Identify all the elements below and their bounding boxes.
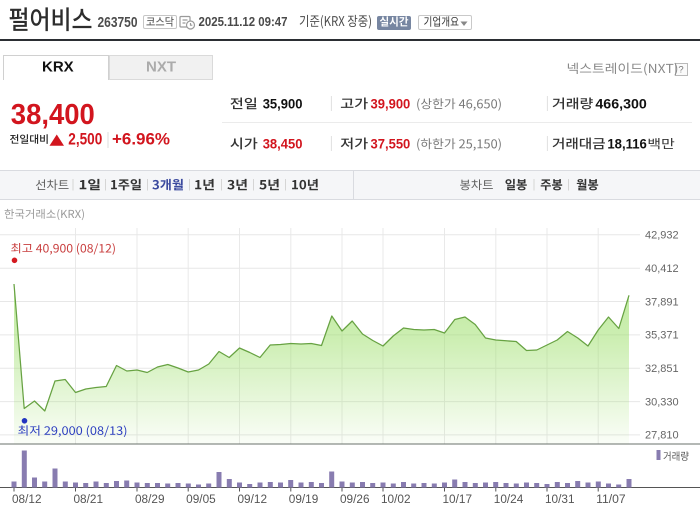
svg-text:?: ? — [678, 64, 683, 75]
svg-text:10/17: 10/17 — [443, 494, 473, 506]
svg-text:263750: 263750 — [98, 15, 138, 31]
svg-text:2,500: 2,500 — [68, 130, 102, 149]
svg-text:09/19: 09/19 — [289, 494, 319, 506]
svg-text:09/26: 09/26 — [340, 494, 370, 506]
svg-text:37,550: 37,550 — [371, 135, 411, 151]
svg-text:466,300: 466,300 — [595, 95, 647, 111]
svg-text:35,900: 35,900 — [263, 95, 303, 111]
svg-text:38,450: 38,450 — [263, 135, 303, 151]
svg-text:38,400: 38,400 — [11, 99, 95, 131]
svg-text:39,900: 39,900 — [371, 95, 411, 111]
svg-text:KRX: KRX — [42, 59, 74, 76]
svg-text:08/21: 08/21 — [74, 494, 104, 506]
svg-text:+6.96%: +6.96% — [112, 130, 170, 149]
svg-text:08/12: 08/12 — [12, 494, 42, 506]
svg-text:27,810: 27,810 — [645, 430, 679, 442]
svg-text:35,371: 35,371 — [645, 330, 679, 342]
svg-text:10/31: 10/31 — [545, 494, 575, 506]
svg-text:NXT: NXT — [146, 59, 176, 76]
svg-text:32,851: 32,851 — [645, 363, 679, 375]
svg-text:37,891: 37,891 — [645, 296, 679, 308]
svg-text:09/05: 09/05 — [186, 494, 216, 506]
svg-text:08/29: 08/29 — [135, 494, 165, 506]
svg-text:18,116: 18,116 — [607, 135, 647, 151]
svg-text:40,412: 40,412 — [645, 263, 679, 275]
svg-text:11/07: 11/07 — [596, 494, 626, 506]
svg-text:30,330: 30,330 — [645, 396, 679, 408]
svg-text:10/24: 10/24 — [494, 494, 524, 506]
svg-text:42,932: 42,932 — [645, 230, 679, 242]
svg-text:10/02: 10/02 — [381, 494, 411, 506]
svg-text:09/12: 09/12 — [238, 494, 268, 506]
svg-text:2025.11.12 09:47: 2025.11.12 09:47 — [199, 14, 288, 29]
